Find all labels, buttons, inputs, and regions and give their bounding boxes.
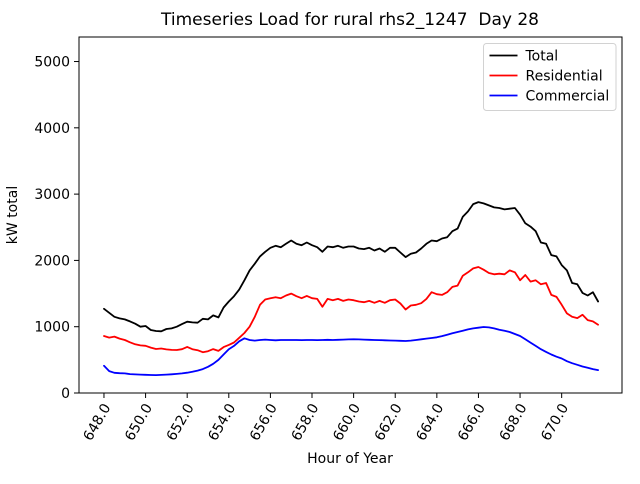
y-tick-label: 5000 bbox=[34, 55, 70, 71]
series-total-line bbox=[103, 201, 599, 333]
x-tick-label: 648.0 bbox=[81, 401, 115, 444]
x-tick-label: 654.0 bbox=[205, 401, 239, 444]
y-tick-label: 3000 bbox=[34, 187, 70, 203]
legend-label-residential: Residential bbox=[526, 69, 603, 85]
axes-spines bbox=[78, 36, 623, 394]
y-tick-label: 4000 bbox=[34, 121, 70, 137]
x-tick-label: 670.0 bbox=[538, 401, 572, 444]
y-tick-label: 0 bbox=[61, 386, 70, 402]
x-tick-label: 658.0 bbox=[289, 401, 323, 444]
x-tick-label: 664.0 bbox=[413, 401, 447, 444]
x-tick-label: 662.0 bbox=[372, 401, 406, 444]
x-tick-label: 666.0 bbox=[455, 401, 489, 444]
x-axis-label: Hour of Year bbox=[307, 451, 393, 467]
series-commercial-line bbox=[103, 326, 599, 377]
x-tick-label: 660.0 bbox=[330, 401, 364, 444]
x-tick-label: 652.0 bbox=[164, 401, 198, 444]
series-residential-line bbox=[103, 266, 599, 354]
y-tick-label: 2000 bbox=[34, 253, 70, 269]
legend-box bbox=[483, 43, 617, 111]
legend-label-commercial: Commercial bbox=[526, 89, 610, 105]
x-tick-label: 650.0 bbox=[122, 401, 156, 444]
y-axis-label: kW total bbox=[5, 186, 21, 244]
y-tick-label: 1000 bbox=[34, 320, 70, 336]
chart-title: Timeseries Load for rural rhs2_1247 Day … bbox=[160, 10, 539, 30]
plot-area: 0 1000 2000 3000 4000 5000 648.0 650.0 652.0 654.… bbox=[34, 36, 623, 444]
legend-label-total: Total bbox=[525, 49, 559, 65]
x-tick-label: 656.0 bbox=[247, 401, 281, 444]
x-tick-label: 668.0 bbox=[497, 401, 531, 444]
